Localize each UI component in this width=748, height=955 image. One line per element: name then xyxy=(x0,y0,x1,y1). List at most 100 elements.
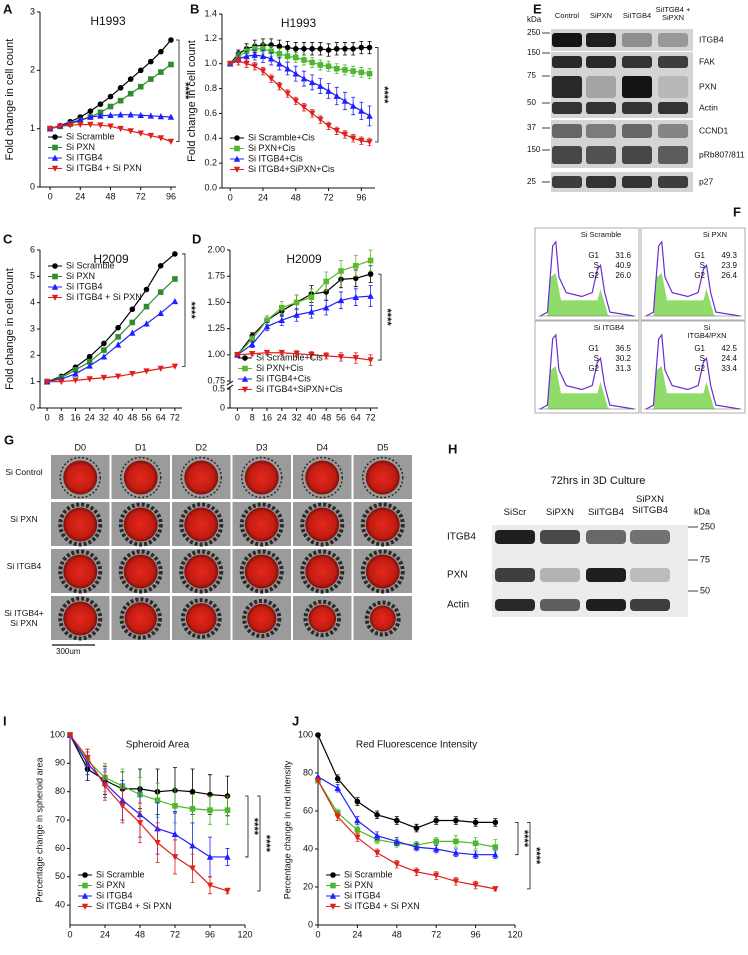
panel-label: D xyxy=(192,231,201,246)
data-point xyxy=(127,111,134,118)
data-point xyxy=(260,46,266,52)
panel-label: G xyxy=(4,432,14,447)
panel-label: A xyxy=(3,1,13,16)
data-point xyxy=(189,805,196,812)
data-point xyxy=(86,359,93,365)
data-point xyxy=(97,122,104,129)
band-label: ITGB4 xyxy=(447,532,476,543)
spheroid xyxy=(123,507,158,542)
data-point xyxy=(143,320,150,327)
data-point xyxy=(278,349,285,357)
phase-value: 24.4 xyxy=(721,354,737,363)
data-point xyxy=(353,275,359,282)
day-label: D3 xyxy=(256,442,268,452)
flow-g-phase xyxy=(653,366,716,409)
blot-band xyxy=(540,568,580,582)
spheroid-halo xyxy=(242,598,282,639)
bracket xyxy=(182,253,186,367)
data-point xyxy=(293,299,300,306)
blot-band xyxy=(586,146,616,164)
spheroid xyxy=(123,460,158,495)
legend-marker xyxy=(242,355,248,361)
band-label: PXN xyxy=(447,570,468,581)
data-point xyxy=(325,123,332,130)
blot-band xyxy=(586,33,616,47)
data-point xyxy=(358,44,365,51)
spheroid-halo xyxy=(58,549,103,594)
data-point xyxy=(226,60,234,68)
legend-label: Si Scramble xyxy=(344,869,393,879)
data-point xyxy=(317,46,324,52)
data-point xyxy=(148,58,154,65)
bracket xyxy=(378,273,382,361)
mw-marker: 150 xyxy=(527,145,541,154)
x-tick-label: 48 xyxy=(321,412,331,422)
blot-band xyxy=(658,56,688,68)
phase-value: 36.5 xyxy=(615,344,631,353)
data-point xyxy=(87,108,94,114)
legend-marker xyxy=(51,154,59,161)
legend-marker xyxy=(329,892,337,899)
data-point xyxy=(117,97,124,104)
panel-label: E xyxy=(533,1,542,16)
spheroid-halo xyxy=(239,549,284,594)
lane-label: SiPXN xyxy=(589,11,613,20)
series-line xyxy=(229,44,370,65)
blot-band xyxy=(586,530,626,544)
data-point xyxy=(224,888,231,895)
phase-name: G1 xyxy=(588,344,599,353)
data-point xyxy=(129,329,136,336)
blot-band xyxy=(586,56,616,68)
lane-label: SiPXN xyxy=(546,507,574,518)
y-tick-label: 0 xyxy=(220,402,225,412)
data-point xyxy=(157,135,165,142)
x-tick-label: 64 xyxy=(351,412,361,422)
y-tick-label: 0.75 xyxy=(207,375,225,385)
legend-marker xyxy=(82,882,88,889)
spheroid xyxy=(244,460,279,495)
data-point xyxy=(308,78,316,86)
panel-label: I xyxy=(3,713,7,728)
data-point xyxy=(284,90,291,97)
data-point xyxy=(143,368,150,375)
spheroid xyxy=(365,507,400,542)
data-point xyxy=(86,362,93,369)
legend-marker xyxy=(51,165,59,172)
lane-label: SiITGB4 + SiPXN xyxy=(655,5,691,22)
data-point xyxy=(84,754,91,762)
data-point xyxy=(148,76,154,82)
data-point xyxy=(127,90,134,97)
data-point xyxy=(77,121,84,128)
data-point xyxy=(157,113,165,120)
data-point xyxy=(317,82,324,89)
spheroid xyxy=(63,554,98,589)
legend-marker xyxy=(234,135,240,141)
spheroid-halo xyxy=(300,502,345,547)
data-point xyxy=(97,101,104,107)
data-point xyxy=(157,289,164,295)
legend-label: Si ITGB4 + Si PXN xyxy=(96,901,172,911)
flow-label: Si PXN xyxy=(702,230,728,239)
data-point xyxy=(168,37,174,43)
data-point xyxy=(115,334,121,340)
data-point xyxy=(147,132,155,140)
y-tick-label: 1.25 xyxy=(207,323,225,333)
data-point xyxy=(243,60,250,68)
x-tick-label: 0 xyxy=(315,929,320,939)
blot-band xyxy=(540,530,580,544)
y-tick-label: 0 xyxy=(30,181,35,191)
spheroid-halo xyxy=(118,549,163,594)
x-tick-label: 24 xyxy=(277,412,287,422)
data-point xyxy=(158,69,164,75)
data-point xyxy=(492,886,499,893)
blot-band xyxy=(495,568,535,582)
data-point xyxy=(374,812,380,818)
data-point xyxy=(492,844,499,850)
data-point xyxy=(172,803,178,809)
blot-band xyxy=(622,102,652,114)
lane-label: SiITGB4 xyxy=(588,507,624,518)
x-tick-label: 8 xyxy=(250,412,255,422)
data-point xyxy=(308,294,315,300)
band-label: p27 xyxy=(699,176,713,186)
legend-marker xyxy=(52,273,58,280)
